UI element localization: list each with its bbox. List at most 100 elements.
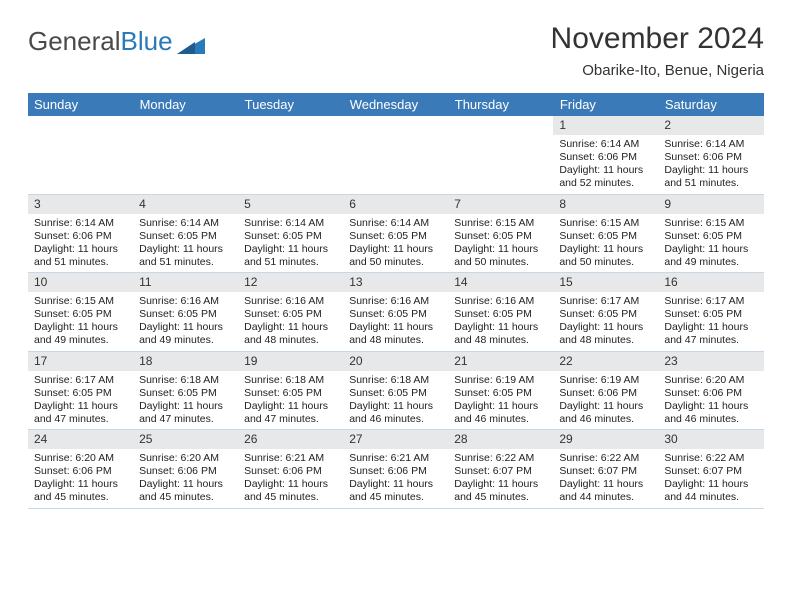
- day-number: 3: [34, 197, 41, 211]
- day-number-cell: 24: [28, 430, 133, 450]
- day2-text: and 45 minutes.: [244, 491, 337, 504]
- page-title: November 2024: [551, 22, 764, 56]
- day-number-cell: 16: [658, 273, 763, 293]
- day-number: 14: [454, 275, 467, 289]
- day-number-cell: 21: [448, 351, 553, 371]
- day-number-cell: [343, 116, 448, 135]
- day-content-cell: Sunrise: 6:14 AMSunset: 6:06 PMDaylight:…: [28, 214, 133, 273]
- day-number-cell: 15: [553, 273, 658, 293]
- day2-text: and 49 minutes.: [34, 334, 127, 347]
- day1-text: Daylight: 11 hours: [454, 478, 547, 491]
- day-content-cell: [448, 135, 553, 194]
- day-number: 30: [664, 432, 677, 446]
- sunset-text: Sunset: 6:05 PM: [454, 308, 547, 321]
- day-number: 29: [559, 432, 572, 446]
- sunset-text: Sunset: 6:05 PM: [34, 387, 127, 400]
- day2-text: and 45 minutes.: [454, 491, 547, 504]
- day1-text: Daylight: 11 hours: [559, 400, 652, 413]
- day1-text: Daylight: 11 hours: [664, 321, 757, 334]
- day-number-cell: 25: [133, 430, 238, 450]
- day-number: 5: [244, 197, 251, 211]
- day-header-row: Sunday Monday Tuesday Wednesday Thursday…: [28, 93, 764, 116]
- daynum-row: 10111213141516: [28, 273, 764, 293]
- day2-text: and 45 minutes.: [34, 491, 127, 504]
- day-number-cell: 9: [658, 194, 763, 214]
- day2-text: and 48 minutes.: [244, 334, 337, 347]
- day-number: 24: [34, 432, 47, 446]
- day-content-cell: Sunrise: 6:14 AMSunset: 6:05 PMDaylight:…: [343, 214, 448, 273]
- day-number-cell: [448, 116, 553, 135]
- daynum-row: 17181920212223: [28, 351, 764, 371]
- sunrise-text: Sunrise: 6:16 AM: [244, 295, 337, 308]
- day-content-cell: Sunrise: 6:20 AMSunset: 6:06 PMDaylight:…: [28, 449, 133, 508]
- sunset-text: Sunset: 6:06 PM: [139, 465, 232, 478]
- day-number: 4: [139, 197, 146, 211]
- day-number-cell: 28: [448, 430, 553, 450]
- sunset-text: Sunset: 6:05 PM: [139, 387, 232, 400]
- day-content-cell: Sunrise: 6:19 AMSunset: 6:06 PMDaylight:…: [553, 371, 658, 430]
- day-header: Sunday: [28, 93, 133, 116]
- day2-text: and 47 minutes.: [139, 413, 232, 426]
- sunrise-text: Sunrise: 6:16 AM: [139, 295, 232, 308]
- day1-text: Daylight: 11 hours: [139, 321, 232, 334]
- day-number: 21: [454, 354, 467, 368]
- day-number-cell: 8: [553, 194, 658, 214]
- day-header: Tuesday: [238, 93, 343, 116]
- day1-text: Daylight: 11 hours: [664, 164, 757, 177]
- sunset-text: Sunset: 6:05 PM: [664, 230, 757, 243]
- day2-text: and 44 minutes.: [559, 491, 652, 504]
- day1-text: Daylight: 11 hours: [664, 400, 757, 413]
- day-content-cell: Sunrise: 6:16 AMSunset: 6:05 PMDaylight:…: [448, 292, 553, 351]
- day-number-cell: 20: [343, 351, 448, 371]
- day-content-cell: Sunrise: 6:16 AMSunset: 6:05 PMDaylight:…: [133, 292, 238, 351]
- sunset-text: Sunset: 6:06 PM: [34, 465, 127, 478]
- day2-text: and 50 minutes.: [349, 256, 442, 269]
- day2-text: and 51 minutes.: [244, 256, 337, 269]
- day-header: Friday: [553, 93, 658, 116]
- sunset-text: Sunset: 6:06 PM: [244, 465, 337, 478]
- sunrise-text: Sunrise: 6:20 AM: [139, 452, 232, 465]
- day-number-cell: 17: [28, 351, 133, 371]
- day2-text: and 44 minutes.: [664, 491, 757, 504]
- day-number: 20: [349, 354, 362, 368]
- logo-text-1: General: [28, 26, 121, 57]
- sunset-text: Sunset: 6:07 PM: [664, 465, 757, 478]
- day-number: 19: [244, 354, 257, 368]
- day2-text: and 51 minutes.: [664, 177, 757, 190]
- day-number: 16: [664, 275, 677, 289]
- day2-text: and 46 minutes.: [559, 413, 652, 426]
- sunset-text: Sunset: 6:05 PM: [559, 230, 652, 243]
- day-content-cell: [343, 135, 448, 194]
- day2-text: and 51 minutes.: [139, 256, 232, 269]
- day1-text: Daylight: 11 hours: [559, 321, 652, 334]
- day-number: 15: [559, 275, 572, 289]
- day1-text: Daylight: 11 hours: [34, 243, 127, 256]
- day-number: 6: [349, 197, 356, 211]
- day-content-cell: Sunrise: 6:18 AMSunset: 6:05 PMDaylight:…: [133, 371, 238, 430]
- title-block: November 2024 Obarike-Ito, Benue, Nigeri…: [551, 22, 764, 79]
- sunrise-text: Sunrise: 6:15 AM: [559, 217, 652, 230]
- sunrise-text: Sunrise: 6:20 AM: [664, 374, 757, 387]
- day-number: 18: [139, 354, 152, 368]
- day2-text: and 52 minutes.: [559, 177, 652, 190]
- day1-text: Daylight: 11 hours: [139, 400, 232, 413]
- sunrise-text: Sunrise: 6:18 AM: [139, 374, 232, 387]
- sunrise-text: Sunrise: 6:18 AM: [244, 374, 337, 387]
- day-number-cell: 13: [343, 273, 448, 293]
- sunset-text: Sunset: 6:05 PM: [454, 230, 547, 243]
- sunset-text: Sunset: 6:06 PM: [559, 387, 652, 400]
- day1-text: Daylight: 11 hours: [349, 321, 442, 334]
- day2-text: and 45 minutes.: [139, 491, 232, 504]
- day1-text: Daylight: 11 hours: [139, 478, 232, 491]
- day-content-cell: Sunrise: 6:14 AMSunset: 6:05 PMDaylight:…: [133, 214, 238, 273]
- day2-text: and 46 minutes.: [454, 413, 547, 426]
- sunrise-text: Sunrise: 6:22 AM: [664, 452, 757, 465]
- day-content-cell: Sunrise: 6:15 AMSunset: 6:05 PMDaylight:…: [448, 214, 553, 273]
- day-number: 10: [34, 275, 47, 289]
- sunset-text: Sunset: 6:05 PM: [139, 308, 232, 321]
- sunset-text: Sunset: 6:05 PM: [244, 230, 337, 243]
- day-content-cell: [133, 135, 238, 194]
- day-content-cell: Sunrise: 6:15 AMSunset: 6:05 PMDaylight:…: [553, 214, 658, 273]
- day-number: 8: [559, 197, 566, 211]
- day-number-cell: 23: [658, 351, 763, 371]
